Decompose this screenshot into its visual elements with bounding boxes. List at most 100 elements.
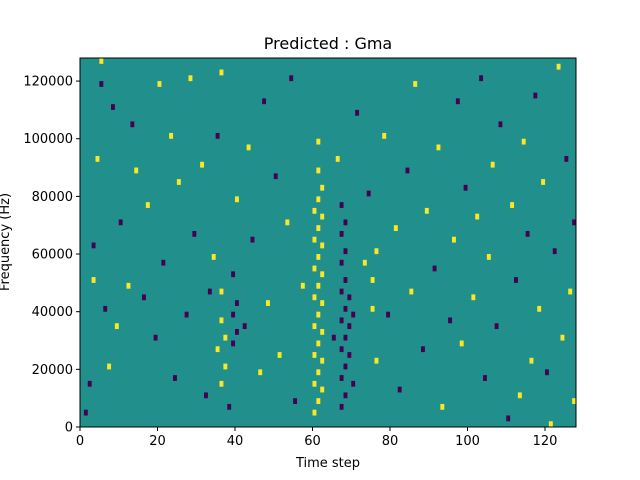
- heatmap-cell: [424, 207, 429, 214]
- heatmap-cell: [192, 230, 197, 237]
- heatmap-cell: [219, 380, 224, 387]
- y-tick-label: 60000: [32, 248, 73, 263]
- heatmap-cell: [258, 369, 263, 376]
- heatmap-cell: [455, 98, 460, 105]
- heatmap-cell: [184, 311, 189, 318]
- heatmap-cell: [114, 323, 119, 330]
- heatmap-cell: [339, 375, 344, 381]
- heatmap-cell: [548, 421, 553, 428]
- heatmap-cell: [320, 242, 325, 249]
- heatmap-cell: [316, 398, 321, 404]
- heatmap-cell: [312, 323, 317, 330]
- heatmap-cell: [235, 196, 239, 203]
- heatmap-cell: [572, 219, 577, 226]
- heatmap-cell: [339, 259, 344, 266]
- heatmap-cell: [227, 403, 232, 410]
- heatmap-cell: [370, 277, 375, 283]
- heatmap-cell: [471, 294, 476, 301]
- y-axis: 0 20000 40000 60000 80000 100000 120000: [23, 75, 80, 436]
- heatmap-cell: [343, 248, 348, 255]
- x-tick-label: 40: [227, 434, 244, 449]
- heatmap-cells: [83, 58, 577, 428]
- chart-title: Predicted : Gma: [264, 34, 392, 53]
- heatmap-cell: [231, 271, 236, 278]
- x-tick-label: 20: [149, 434, 166, 449]
- heatmap-cell: [111, 104, 115, 110]
- heatmap-cell: [343, 334, 348, 341]
- heatmap-cell: [316, 311, 321, 318]
- heatmap-cell: [215, 132, 220, 139]
- x-tick-label: 80: [382, 434, 399, 449]
- heatmap-cell: [452, 236, 456, 243]
- x-tick-label: 0: [76, 434, 84, 449]
- y-tick-label: 20000: [32, 363, 73, 378]
- heatmap-cell: [99, 81, 104, 87]
- heatmap-cell: [91, 242, 96, 249]
- heatmap-cell: [273, 173, 278, 180]
- heatmap-cell: [413, 81, 418, 87]
- heatmap-cell: [331, 334, 336, 341]
- heatmap-cell: [339, 403, 344, 410]
- heatmap-cell: [448, 317, 453, 324]
- heatmap-cell: [320, 300, 325, 306]
- x-axis: 0 20 40 60 80 100 120: [76, 427, 558, 449]
- heatmap-cell: [521, 138, 526, 145]
- x-tick-label: 60: [304, 434, 321, 449]
- heatmap-cell: [440, 403, 445, 410]
- heatmap-cell: [316, 340, 321, 347]
- heatmap-cell: [316, 225, 321, 232]
- heatmap-cell: [91, 277, 96, 283]
- heatmap-cell: [300, 282, 305, 289]
- heatmap-cell: [339, 346, 344, 353]
- heatmap-cell: [103, 305, 108, 312]
- heatmap-cell: [335, 156, 340, 162]
- heatmap-cell: [219, 69, 224, 76]
- heatmap-cell: [142, 294, 146, 301]
- heatmap-cell: [498, 121, 503, 128]
- heatmap-cell: [312, 294, 317, 301]
- heatmap-cell: [235, 300, 239, 306]
- heatmap-cell: [312, 265, 317, 272]
- heatmap-cell: [494, 323, 499, 330]
- x-tick-label: 120: [533, 434, 558, 449]
- heatmap-cell: [374, 248, 379, 255]
- heatmap-cell: [355, 109, 360, 116]
- heatmap-cell: [316, 282, 321, 289]
- heatmap-cell: [545, 369, 549, 376]
- heatmap-cell: [312, 207, 317, 214]
- heatmap-cell: [347, 352, 352, 358]
- y-tick-label: 100000: [23, 132, 73, 147]
- heatmap-cell: [483, 375, 487, 381]
- heatmap-cell: [145, 202, 150, 208]
- heatmap-cell: [316, 167, 321, 174]
- heatmap-cell: [320, 184, 325, 191]
- heatmap-cell: [316, 196, 321, 203]
- heatmap-cell: [490, 161, 495, 168]
- y-tick-label: 120000: [23, 75, 73, 90]
- y-axis-label: Frequency (Hz): [0, 193, 13, 291]
- heatmap-cell: [204, 392, 208, 399]
- heatmap-cell: [99, 58, 104, 64]
- heatmap-cell: [386, 311, 391, 318]
- heatmap-cell: [223, 334, 228, 341]
- heatmap-cell: [173, 375, 177, 381]
- heatmap-cell: [277, 352, 282, 358]
- heatmap-cell: [293, 398, 298, 404]
- heatmap-cell: [343, 219, 348, 226]
- heatmap-cell: [87, 380, 92, 387]
- heatmap-cell: [486, 254, 491, 260]
- heatmap-cell: [436, 144, 441, 151]
- heatmap-cell: [118, 219, 123, 226]
- heatmap-cell: [126, 282, 131, 289]
- heatmap-cell: [343, 277, 348, 283]
- heatmap-cell: [347, 323, 352, 330]
- heatmap-cell: [459, 340, 464, 347]
- heatmap-cell: [560, 334, 565, 341]
- heatmap-cell: [510, 202, 515, 208]
- heatmap-cell: [432, 265, 437, 272]
- heatmap-cell: [564, 156, 569, 162]
- heatmap-cell: [343, 363, 348, 370]
- heatmap-cell: [235, 328, 239, 335]
- heatmap-cell: [312, 236, 317, 243]
- heatmap-cell: [374, 357, 379, 364]
